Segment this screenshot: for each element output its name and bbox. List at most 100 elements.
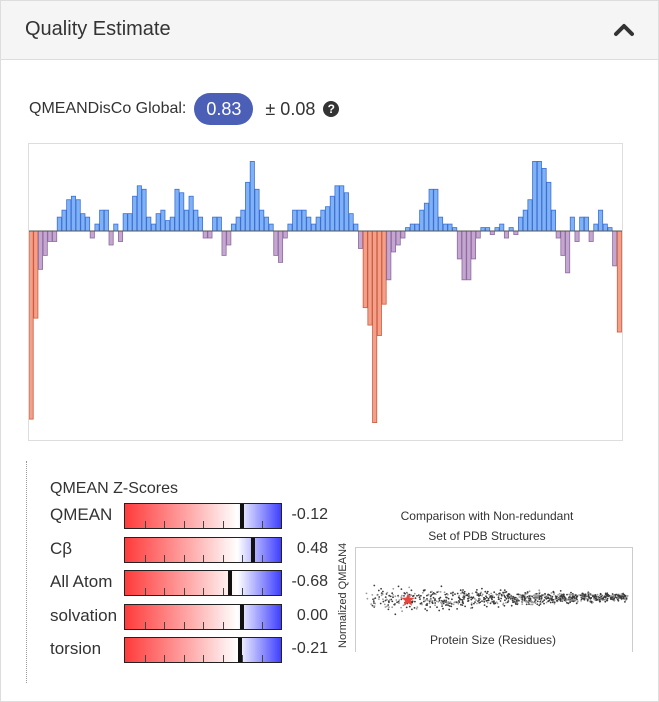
local-quality-bar [583, 216, 589, 232]
scatter-point [378, 596, 381, 598]
zscore-tick [203, 521, 204, 528]
scatter-point [596, 593, 599, 596]
scatter-point [427, 599, 429, 602]
scatter-point [587, 598, 589, 601]
scatter-point [401, 610, 403, 613]
comparison-x-label: Protein Size (Residues) [429, 633, 557, 647]
scatter-point [382, 598, 384, 601]
scatter-point [416, 594, 418, 597]
question-circle-icon[interactable]: ? [323, 101, 340, 117]
local-quality-bar [466, 230, 472, 281]
zscore-bar [124, 536, 282, 563]
scatter-point [467, 597, 469, 600]
local-quality-bar [108, 230, 114, 246]
scatter-point [534, 597, 537, 600]
scatter-point [529, 597, 532, 600]
scatter-point [508, 596, 511, 598]
scatter-point [483, 600, 486, 603]
scatter-point [517, 593, 520, 596]
scatter-point [611, 593, 614, 595]
scatter-point [565, 600, 568, 602]
local-quality-bar [438, 216, 444, 232]
scatter-point [432, 596, 435, 599]
local-quality-bar [249, 161, 255, 232]
scatter-point [391, 606, 394, 609]
scatter-point [580, 594, 583, 596]
scatter-point [373, 605, 376, 607]
scatter-point [499, 592, 501, 595]
scatter-point [543, 602, 545, 605]
scatter-point [435, 593, 437, 595]
scatter-point [486, 601, 489, 604]
scatter-point [444, 601, 447, 603]
scatter-point [471, 606, 474, 609]
scatter-point [534, 593, 537, 596]
local-quality-bar [141, 188, 147, 232]
zscore-tick [164, 655, 165, 662]
zscore-tick [183, 521, 185, 528]
collapse-button[interactable] [607, 13, 641, 47]
scatter-point [387, 608, 390, 611]
zscore-tick [222, 554, 224, 562]
scatter-point [530, 603, 532, 606]
local-quality-bar [560, 230, 566, 256]
scatter-point [603, 596, 606, 598]
scatter-point [496, 602, 499, 605]
scatter-point [397, 595, 400, 598]
scatter-point [448, 605, 451, 607]
local-quality-bar [588, 230, 594, 242]
scatter-point [536, 603, 539, 606]
scatter-point [411, 600, 414, 603]
scatter-point [485, 599, 488, 602]
panel-header[interactable]: Quality Estimate [1, 1, 658, 60]
scatter-point [560, 595, 563, 597]
scatter-point [512, 595, 514, 598]
zscore-marker [238, 638, 243, 662]
scatter-point [514, 598, 516, 601]
scatter-point [394, 613, 397, 616]
scatter-point [592, 594, 594, 597]
scatter-point [528, 597, 530, 600]
local-quality-bar [551, 209, 557, 232]
scatter-point [566, 601, 568, 604]
scatter-point [559, 597, 562, 600]
scatter-point [387, 600, 390, 602]
scatter-point [611, 595, 614, 597]
local-quality-bar [122, 213, 128, 232]
local-quality-bar [541, 167, 547, 232]
scatter-point [439, 596, 442, 599]
local-quality-bar [292, 209, 298, 232]
scatter-point [495, 593, 497, 595]
scatter-point [595, 597, 597, 599]
local-quality-bar [602, 223, 608, 232]
scatter-point [523, 594, 526, 597]
scatter-point [392, 594, 394, 596]
scatter-point [461, 604, 464, 606]
model-star-marker [401, 593, 415, 606]
scatter-point [608, 594, 611, 597]
scatter-point [478, 595, 480, 597]
zscore-marker [250, 537, 255, 562]
scatter-point [485, 605, 488, 608]
zscore-tick [203, 588, 204, 595]
scatter-point [490, 592, 493, 595]
scatter-point [528, 603, 530, 605]
scatter-point [566, 593, 568, 596]
zscore-bar [124, 637, 282, 663]
scatter-point [419, 598, 421, 600]
local-quality-bar [263, 216, 269, 232]
local-quality-bar [127, 213, 133, 232]
scatter-point [468, 594, 471, 597]
scatter-point [598, 594, 601, 597]
local-quality-bar [38, 230, 44, 270]
local-quality-bar [320, 209, 326, 232]
scatter-point [621, 595, 623, 597]
scatter-point [538, 597, 541, 600]
local-quality-bar [230, 223, 236, 232]
scatter-point [505, 601, 507, 604]
scatter-point [551, 595, 554, 598]
local-quality-bar [240, 209, 246, 232]
scatter-point [454, 593, 456, 595]
local-quality-bar [522, 209, 528, 232]
local-quality-bar [494, 227, 500, 232]
